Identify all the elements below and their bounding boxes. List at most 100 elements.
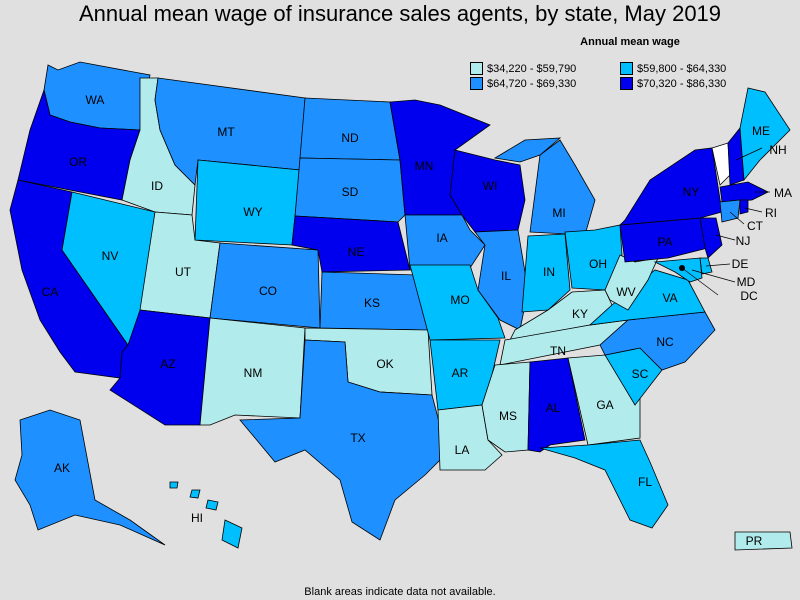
state-label-or: OR <box>69 155 87 169</box>
state-label-ct: CT <box>747 219 764 233</box>
legend-item-bin-3: $70,320 - $86,330 <box>620 77 770 90</box>
state-pr[interactable] <box>734 531 793 551</box>
state-label-ri: RI <box>765 206 777 220</box>
state-ma[interactable] <box>719 181 769 203</box>
state-ct[interactable] <box>719 199 741 223</box>
state-label-md: MD <box>737 275 756 289</box>
state-ny[interactable] <box>618 147 723 226</box>
state-label-nv: NV <box>102 249 119 263</box>
leader-line-dc <box>681 267 719 296</box>
state-label-ks: KS <box>364 296 380 310</box>
state-label-ma: MA <box>774 186 792 200</box>
state-fl[interactable] <box>539 439 669 529</box>
state-label-tn: TN <box>550 344 566 358</box>
state-label-ga: GA <box>596 398 613 412</box>
state-label-ia: IA <box>436 231 447 245</box>
state-label-va: VA <box>662 291 677 305</box>
leader-line-ct <box>729 211 745 225</box>
state-label-ut: UT <box>175 265 192 279</box>
state-label-ky: KY <box>572 307 588 321</box>
state-label-fl: FL <box>638 475 652 489</box>
state-label-mn: MN <box>415 159 434 173</box>
leader-line-md <box>691 269 736 283</box>
state-label-nh: NH <box>769 143 786 157</box>
state-label-la: LA <box>455 443 470 457</box>
state-ak[interactable] <box>14 409 166 546</box>
state-label-wa: WA <box>86 93 105 107</box>
state-hi-maui[interactable] <box>205 499 219 511</box>
state-label-ms: MS <box>499 409 517 423</box>
state-label-tx: TX <box>350 431 365 445</box>
state-nj[interactable] <box>699 217 723 259</box>
state-label-sd: SD <box>342 185 359 199</box>
state-tx[interactable] <box>239 339 446 541</box>
state-label-ak: AK <box>54 461 70 475</box>
legend-label: $34,220 - $59,790 <box>487 62 577 75</box>
state-in[interactable] <box>521 233 571 313</box>
state-ri[interactable] <box>739 199 749 215</box>
state-label-az: AZ <box>160 357 175 371</box>
legend-title: Annual mean wage <box>580 36 680 48</box>
legend-item-bin-2: $64,720 - $69,330 <box>470 77 620 90</box>
state-label-ar: AR <box>452 366 469 380</box>
state-label-ny: NY <box>683 185 700 199</box>
state-label-mi: MI <box>552 206 565 220</box>
state-label-in: IN <box>543 265 555 279</box>
state-me[interactable] <box>739 87 791 182</box>
legend-swatch <box>620 77 633 90</box>
state-label-nd: ND <box>341 131 359 145</box>
state-mi[interactable] <box>529 139 596 236</box>
legend-swatch <box>470 77 483 90</box>
state-label-de: DE <box>732 257 749 271</box>
state-label-wi: WI <box>483 179 498 193</box>
leader-line-nh <box>735 147 763 161</box>
state-hi[interactable] <box>221 519 243 549</box>
state-md[interactable] <box>653 257 703 283</box>
state-label-me: ME <box>752 124 770 138</box>
state-label-wv: WV <box>616 285 635 299</box>
state-label-pr: PR <box>746 534 763 548</box>
legend-label: $59,800 - $64,330 <box>637 62 727 75</box>
state-va[interactable] <box>588 269 706 326</box>
state-label-sc: SC <box>632 367 649 381</box>
state-label-nm: NM <box>244 366 263 380</box>
state-label-mo: MO <box>450 293 469 307</box>
state-wv[interactable] <box>604 254 659 311</box>
state-wy[interactable] <box>194 159 301 246</box>
state-label-id: ID <box>151 179 163 193</box>
state-label-nj: NJ <box>736 234 751 248</box>
state-label-wy: WY <box>243 205 262 219</box>
state-label-mt: MT <box>217 125 235 139</box>
state-oh[interactable] <box>564 224 623 291</box>
state-label-pa: PA <box>657 235 672 249</box>
state-label-il: IL <box>501 269 511 283</box>
legend-item-bin-0: $34,220 - $59,790 <box>470 62 620 75</box>
legend-swatch <box>470 62 483 75</box>
state-label-nc: NC <box>656 335 674 349</box>
legend-label: $70,320 - $86,330 <box>637 77 727 90</box>
state-label-ne: NE <box>348 245 365 259</box>
state-label-oh: OH <box>589 257 607 271</box>
state-label-ca: CA <box>42 285 59 299</box>
state-il[interactable] <box>474 229 529 331</box>
state-hi-kauai[interactable] <box>169 481 179 489</box>
state-label-ok: OK <box>376 357 393 371</box>
state-hi-oahu[interactable] <box>189 489 201 499</box>
state-nd[interactable] <box>299 97 401 161</box>
footnote: Blank areas indicate data not available. <box>304 586 496 598</box>
legend-label: $64,720 - $69,330 <box>487 77 577 90</box>
state-mi-up[interactable] <box>493 137 562 163</box>
legend-item-bin-1: $59,800 - $64,330 <box>620 62 770 75</box>
state-label-hi: HI <box>191 511 203 525</box>
leader-line-ri <box>744 207 763 213</box>
map-title: Annual mean wage of insurance sales agen… <box>78 1 722 26</box>
state-sd[interactable] <box>294 157 406 223</box>
legend-swatch <box>620 62 633 75</box>
leader-line-de <box>705 263 731 267</box>
leader-line-nj <box>715 234 736 241</box>
state-label-al: AL <box>546 401 561 415</box>
state-label-dc: DC <box>740 289 758 303</box>
state-label-co: CO <box>259 284 277 298</box>
legend: Annual mean wage $34,220 - $59,790 $59,8… <box>470 36 770 90</box>
